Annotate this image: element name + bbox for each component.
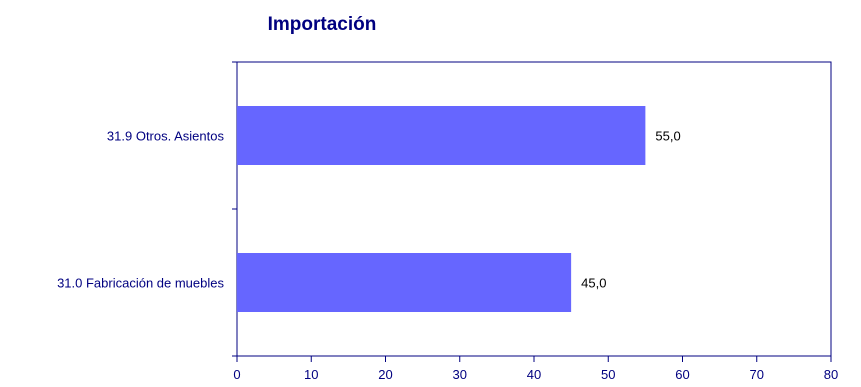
bar [237, 253, 572, 312]
labels: 0 10 20 30 40 50 60 70 80 31.9 Otros. Asientos 55,… [57, 129, 838, 383]
x-tick-label: 10 [304, 367, 318, 382]
x-tick-label: 70 [750, 367, 764, 382]
x-tick-label: 30 [453, 367, 467, 382]
bar [237, 106, 646, 165]
x-tick-label: 20 [378, 367, 392, 382]
bars [237, 106, 646, 312]
x-tick-label: 0 [233, 367, 240, 382]
data-label: 45,0 [581, 276, 606, 291]
axis-ticks [232, 61, 832, 362]
category-label: 31.0 Fabricación de muebles [57, 276, 224, 291]
data-label: 55,0 [655, 129, 680, 144]
category-label: 31.9 Otros. Asientos [107, 129, 225, 144]
x-tick-label: 50 [601, 367, 615, 382]
x-tick-label: 40 [527, 367, 541, 382]
x-tick-label: 60 [675, 367, 689, 382]
chart-title: Importación [268, 14, 377, 35]
x-tick-label: 80 [824, 367, 838, 382]
